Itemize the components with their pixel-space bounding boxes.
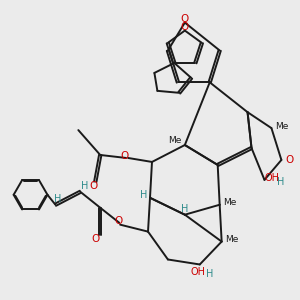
Text: O: O [285, 155, 293, 165]
Text: O: O [91, 234, 99, 244]
Text: Me: Me [168, 136, 182, 145]
Text: OH: OH [190, 267, 205, 278]
Text: OH: OH [265, 173, 280, 183]
Text: O: O [89, 181, 98, 191]
Text: H: H [81, 181, 88, 191]
Text: O: O [120, 151, 128, 161]
Text: O: O [181, 22, 189, 32]
Text: Me: Me [225, 235, 238, 244]
Text: Me: Me [223, 198, 236, 207]
Text: Me: Me [275, 122, 288, 130]
Text: H: H [140, 190, 148, 200]
Text: H: H [277, 177, 284, 187]
Text: H: H [206, 269, 213, 279]
Text: O: O [181, 14, 189, 24]
Text: O: O [114, 216, 122, 226]
Text: H: H [181, 204, 188, 214]
Text: H: H [54, 194, 61, 204]
